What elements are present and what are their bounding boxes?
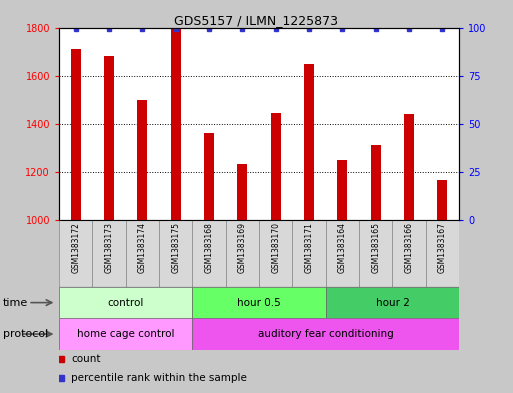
Bar xyxy=(259,220,292,287)
Bar xyxy=(371,145,381,220)
Text: GSM1383171: GSM1383171 xyxy=(305,222,313,273)
Text: GSM1383165: GSM1383165 xyxy=(371,222,380,273)
Bar xyxy=(392,220,426,287)
Text: GSM1383169: GSM1383169 xyxy=(238,222,247,273)
Text: GSM1383170: GSM1383170 xyxy=(271,222,280,273)
Bar xyxy=(204,133,214,220)
Bar xyxy=(192,220,226,287)
Text: GSM1383172: GSM1383172 xyxy=(71,222,80,273)
Bar xyxy=(359,220,392,287)
Bar xyxy=(426,220,459,287)
Text: GSM1383173: GSM1383173 xyxy=(105,222,113,273)
Text: GDS5157 / ILMN_1225873: GDS5157 / ILMN_1225873 xyxy=(174,14,339,27)
Bar xyxy=(226,220,259,287)
Bar xyxy=(326,220,359,287)
Text: GSM1383174: GSM1383174 xyxy=(138,222,147,273)
Bar xyxy=(92,220,126,287)
Bar xyxy=(338,160,347,220)
Bar xyxy=(59,220,92,287)
Text: GSM1383167: GSM1383167 xyxy=(438,222,447,273)
Bar xyxy=(192,318,459,350)
Bar xyxy=(438,180,447,220)
Bar xyxy=(171,28,181,220)
Text: auditory fear conditioning: auditory fear conditioning xyxy=(258,329,393,339)
Bar xyxy=(71,49,81,220)
Bar xyxy=(159,220,192,287)
Text: count: count xyxy=(71,354,101,364)
Text: percentile rank within the sample: percentile rank within the sample xyxy=(71,373,247,383)
Bar xyxy=(59,287,192,318)
Text: protocol: protocol xyxy=(3,329,48,339)
Bar xyxy=(304,64,314,220)
Bar xyxy=(271,113,281,220)
Bar xyxy=(326,287,459,318)
Text: GSM1383175: GSM1383175 xyxy=(171,222,180,273)
Text: time: time xyxy=(3,298,28,308)
Text: GSM1383164: GSM1383164 xyxy=(338,222,347,273)
Text: hour 2: hour 2 xyxy=(376,298,409,308)
Text: control: control xyxy=(108,298,144,308)
Text: home cage control: home cage control xyxy=(77,329,174,339)
Text: hour 0.5: hour 0.5 xyxy=(237,298,281,308)
Text: GSM1383166: GSM1383166 xyxy=(405,222,413,273)
Bar xyxy=(238,163,247,220)
Bar xyxy=(126,220,159,287)
Bar xyxy=(404,114,414,220)
Bar xyxy=(292,220,326,287)
Bar xyxy=(59,318,192,350)
Bar xyxy=(192,287,326,318)
Bar xyxy=(137,100,147,220)
Bar xyxy=(104,56,114,220)
Text: GSM1383168: GSM1383168 xyxy=(205,222,213,273)
